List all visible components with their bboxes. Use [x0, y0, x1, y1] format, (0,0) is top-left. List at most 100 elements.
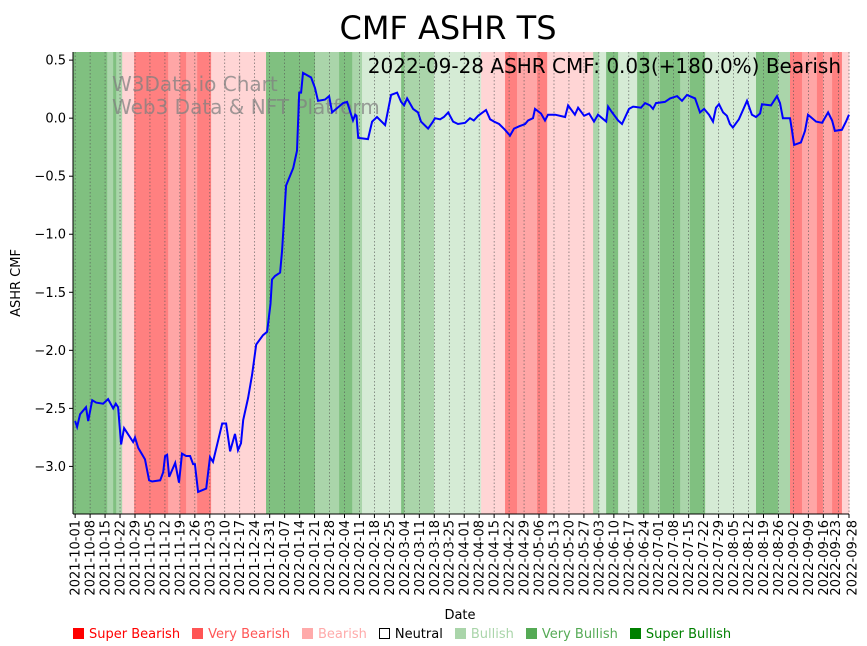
legend-swatch	[73, 628, 84, 639]
regime-band-super-bearish	[789, 52, 803, 514]
x-tick-label: 2022-08-19	[757, 520, 772, 596]
regime-band-super-bullish	[266, 52, 316, 514]
y-tick-label: −2.5	[34, 402, 66, 417]
x-tick-label: 2022-01-21	[308, 520, 323, 596]
y-tick-label: −3.0	[34, 460, 66, 475]
regime-band-super-bearish	[180, 52, 187, 514]
y-tick-label: −2.0	[34, 344, 66, 359]
x-tick-label: 2022-01-28	[323, 520, 338, 596]
x-tick-label: 2022-04-29	[518, 520, 533, 596]
x-tick-label: 2021-12-03	[203, 520, 218, 596]
legend-label: Super Bullish	[645, 627, 732, 642]
x-tick-label: 2021-11-12	[158, 520, 173, 596]
legend-swatch	[454, 628, 466, 639]
y-axis-label: ASHR CMF	[9, 249, 24, 317]
regime-band-super-bearish	[505, 52, 518, 514]
regime-band-super-bullish	[339, 52, 353, 514]
regime-band-very-bullish	[352, 52, 363, 514]
x-tick-label: 2021-10-08	[84, 520, 99, 596]
regime-band-super-bullish	[756, 52, 779, 514]
regime-band-very-bearish	[168, 52, 181, 514]
regime-band-very-bearish	[517, 52, 538, 514]
legend-item-very-bearish: Very Bearish	[192, 627, 290, 642]
x-tick-label: 2022-05-13	[547, 520, 562, 596]
x-tick-label: 2022-06-24	[637, 520, 652, 596]
regime-band-very-bullish	[593, 52, 600, 514]
regime-band-very-bullish	[314, 52, 340, 514]
legend-label: Super Bearish	[89, 627, 181, 642]
x-tick-label: 2022-03-25	[443, 520, 458, 596]
x-tick-label: 2022-06-10	[607, 520, 622, 596]
x-tick-label: 2022-04-15	[488, 520, 503, 596]
x-tick-label: 2021-12-24	[248, 520, 263, 596]
legend-swatch	[378, 628, 390, 639]
x-tick-label: 2022-09-09	[802, 520, 817, 596]
legend-label: Bearish	[317, 627, 367, 642]
x-tick-label: 2022-08-26	[772, 520, 787, 596]
x-tick-label: 2021-10-29	[128, 520, 143, 596]
legend-item-super-bullish: Super Bullish	[629, 627, 732, 642]
legend-item-bearish: Bearish	[301, 627, 367, 642]
x-tick-label: 2021-10-01	[69, 520, 84, 596]
legend-item-super-bearish: Super Bearish	[73, 627, 180, 642]
x-tick-label: 2022-07-01	[652, 520, 667, 596]
x-tick-label: 2022-03-11	[413, 520, 428, 596]
x-tick-label: 2022-09-28	[846, 520, 861, 596]
legend-label: Neutral	[394, 627, 443, 642]
regime-band-very-bullish	[778, 52, 791, 514]
regime-band-bullish	[705, 52, 757, 514]
x-tick-label: 2022-04-08	[473, 520, 488, 596]
regime-band-bearish	[841, 52, 850, 514]
x-tick-label: 2022-05-20	[562, 520, 577, 596]
regime-band-super-bullish	[637, 52, 650, 514]
regime-band-very-bullish	[116, 52, 123, 514]
x-tick-label: 2022-03-18	[428, 520, 443, 596]
legend-item-neutral: Neutral	[378, 627, 443, 642]
x-tick-label: 2022-01-07	[278, 520, 293, 596]
regime-band-bullish	[599, 52, 607, 514]
x-tick-label: 2022-07-08	[667, 520, 682, 596]
x-tick-label: 2022-01-14	[293, 520, 308, 596]
legend-label: Bullish	[470, 627, 514, 642]
watermark-line-2: Web3 Data & NFT Platform	[112, 95, 380, 119]
legend: Super Bearish Very Bearish Bearish Neutral B…	[73, 627, 731, 642]
regime-band-bullish	[618, 52, 638, 514]
x-tick-label: 2022-07-15	[682, 520, 697, 596]
x-tick-label: 2022-05-27	[577, 520, 592, 596]
cmf-series-line	[74, 71, 850, 494]
regime-band-very-bullish	[680, 52, 691, 514]
x-tick-label: 2021-11-26	[188, 520, 203, 596]
x-tick-label: 2021-10-15	[99, 520, 114, 596]
legend-item-bullish: Bullish	[454, 627, 514, 642]
legend-label: Very Bullish	[541, 627, 618, 642]
legend-swatch	[301, 628, 313, 639]
regime-band-super-bearish	[816, 52, 824, 514]
watermark-line-1: W3Data.io Chart	[112, 72, 278, 96]
regime-band-super-bearish	[134, 52, 169, 514]
legend-swatch	[525, 628, 537, 639]
x-tick-label: 2022-08-12	[742, 520, 757, 596]
x-axis-label: Date	[444, 608, 475, 623]
x-tick-label: 2022-05-06	[533, 520, 548, 596]
axes: 2021-10-01 2021-10-08 2021-10-15 2021-10-22…	[34, 52, 861, 596]
x-tick-label: 2022-09-02	[787, 520, 802, 596]
regime-band-bearish	[481, 52, 506, 514]
regime-band-super-bullish	[401, 52, 405, 514]
regime-band-super-bearish	[832, 52, 843, 514]
y-tick-label: −0.5	[34, 170, 66, 185]
chart-title: CMF ASHR TS	[339, 9, 556, 47]
x-tick-label: 2021-12-31	[263, 520, 278, 596]
x-tick-label: 2021-12-17	[233, 520, 248, 596]
x-tick-label: 2022-08-05	[727, 520, 742, 596]
x-tick-label: 2022-04-01	[458, 520, 473, 596]
x-tick-label: 2022-09-23	[829, 520, 844, 596]
x-tick-label: 2022-02-25	[383, 520, 398, 596]
regime-band-bullish	[434, 52, 482, 514]
x-tick-label: 2022-04-22	[503, 520, 518, 596]
regime-band-super-bearish	[197, 52, 212, 514]
x-tick-label: 2022-07-22	[697, 520, 712, 596]
y-tick-label: −1.5	[34, 286, 66, 301]
regime-band-super-bullish	[689, 52, 706, 514]
